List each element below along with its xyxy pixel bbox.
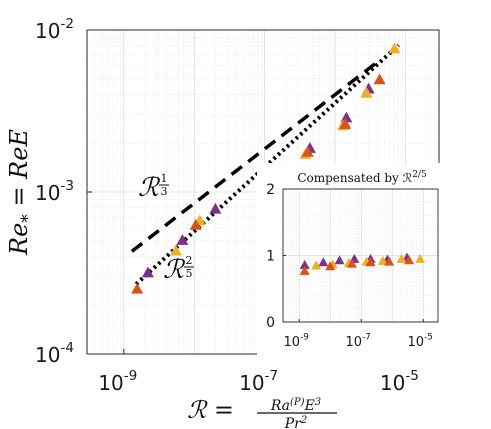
inset-plot: 10-9 10-7 10-5 0 1 2 Compensated by ℛ2/5 [257,163,460,356]
inset-marker [404,255,415,265]
inset-marker [396,253,407,263]
inset-y-tick-label: 1 [266,249,275,265]
main-x-label-lhs: ℛ = [187,396,234,424]
main-marker [301,145,314,157]
fit-line-dashed [130,58,381,253]
inset-marker [415,253,426,263]
inset-marker [299,265,310,275]
annotation-numerator: 1 [161,172,168,185]
inset-y-tick-label: 0 [266,315,275,331]
main-x-tick-label: 10-9 [98,368,137,395]
main-marker [360,86,373,98]
main-marker [373,73,386,85]
main-x-label-denominator: Pr2 [284,415,308,429]
inset-marker [334,255,345,265]
inset-marker [365,257,376,267]
main-y-tick-label: 10-2 [35,16,74,43]
inset-marker [318,257,329,267]
inset-series-3 [299,255,415,275]
inset-marker [311,260,322,270]
main-marker [169,244,182,256]
main-marker [388,42,401,54]
main-marker [131,282,144,294]
inset-marker [377,255,388,265]
inset-marker [325,261,336,271]
annotation-denominator: 3 [161,185,168,198]
inset-title: Compensated by ℛ2/5 [297,170,427,185]
main-marker [141,266,154,278]
annotation-base: ℛ [138,173,161,203]
main-marker [176,234,189,245]
main-y-label-text: Re* = ReE [5,129,38,256]
main-marker [189,218,202,230]
inset-x-tick-label: 10-7 [346,333,371,351]
annotation-exponent-1: ℛ 13 [138,172,169,203]
fit-line-dotted [134,43,400,286]
main-marker [339,118,352,129]
annotation-base: ℛ [163,255,186,285]
main-marker [209,202,222,214]
main-y-tick-label: 10-3 [35,178,74,205]
main-marker [340,111,353,123]
inset-marker [299,259,310,269]
inset-x-tick-label: 10-5 [408,333,433,351]
main-y-tick-label: 10-4 [35,340,74,367]
main-x-tick-label: 10-5 [380,368,419,395]
annotation-exponent-2: ℛ 25 [163,254,194,285]
main-x-tick-label: 10-7 [239,368,278,395]
inset-marker [346,258,357,268]
annotation-numerator: 2 [186,254,193,267]
main-y-label: Re* = ReE [5,129,38,256]
main-x-label-numerator: Ra(P)E3 [270,397,321,414]
inset-x-tick-label: 10-9 [284,333,309,351]
inset-marker [384,256,395,266]
inset-y-tick-label: 2 [266,182,275,198]
annotation-denominator: 5 [186,267,193,280]
